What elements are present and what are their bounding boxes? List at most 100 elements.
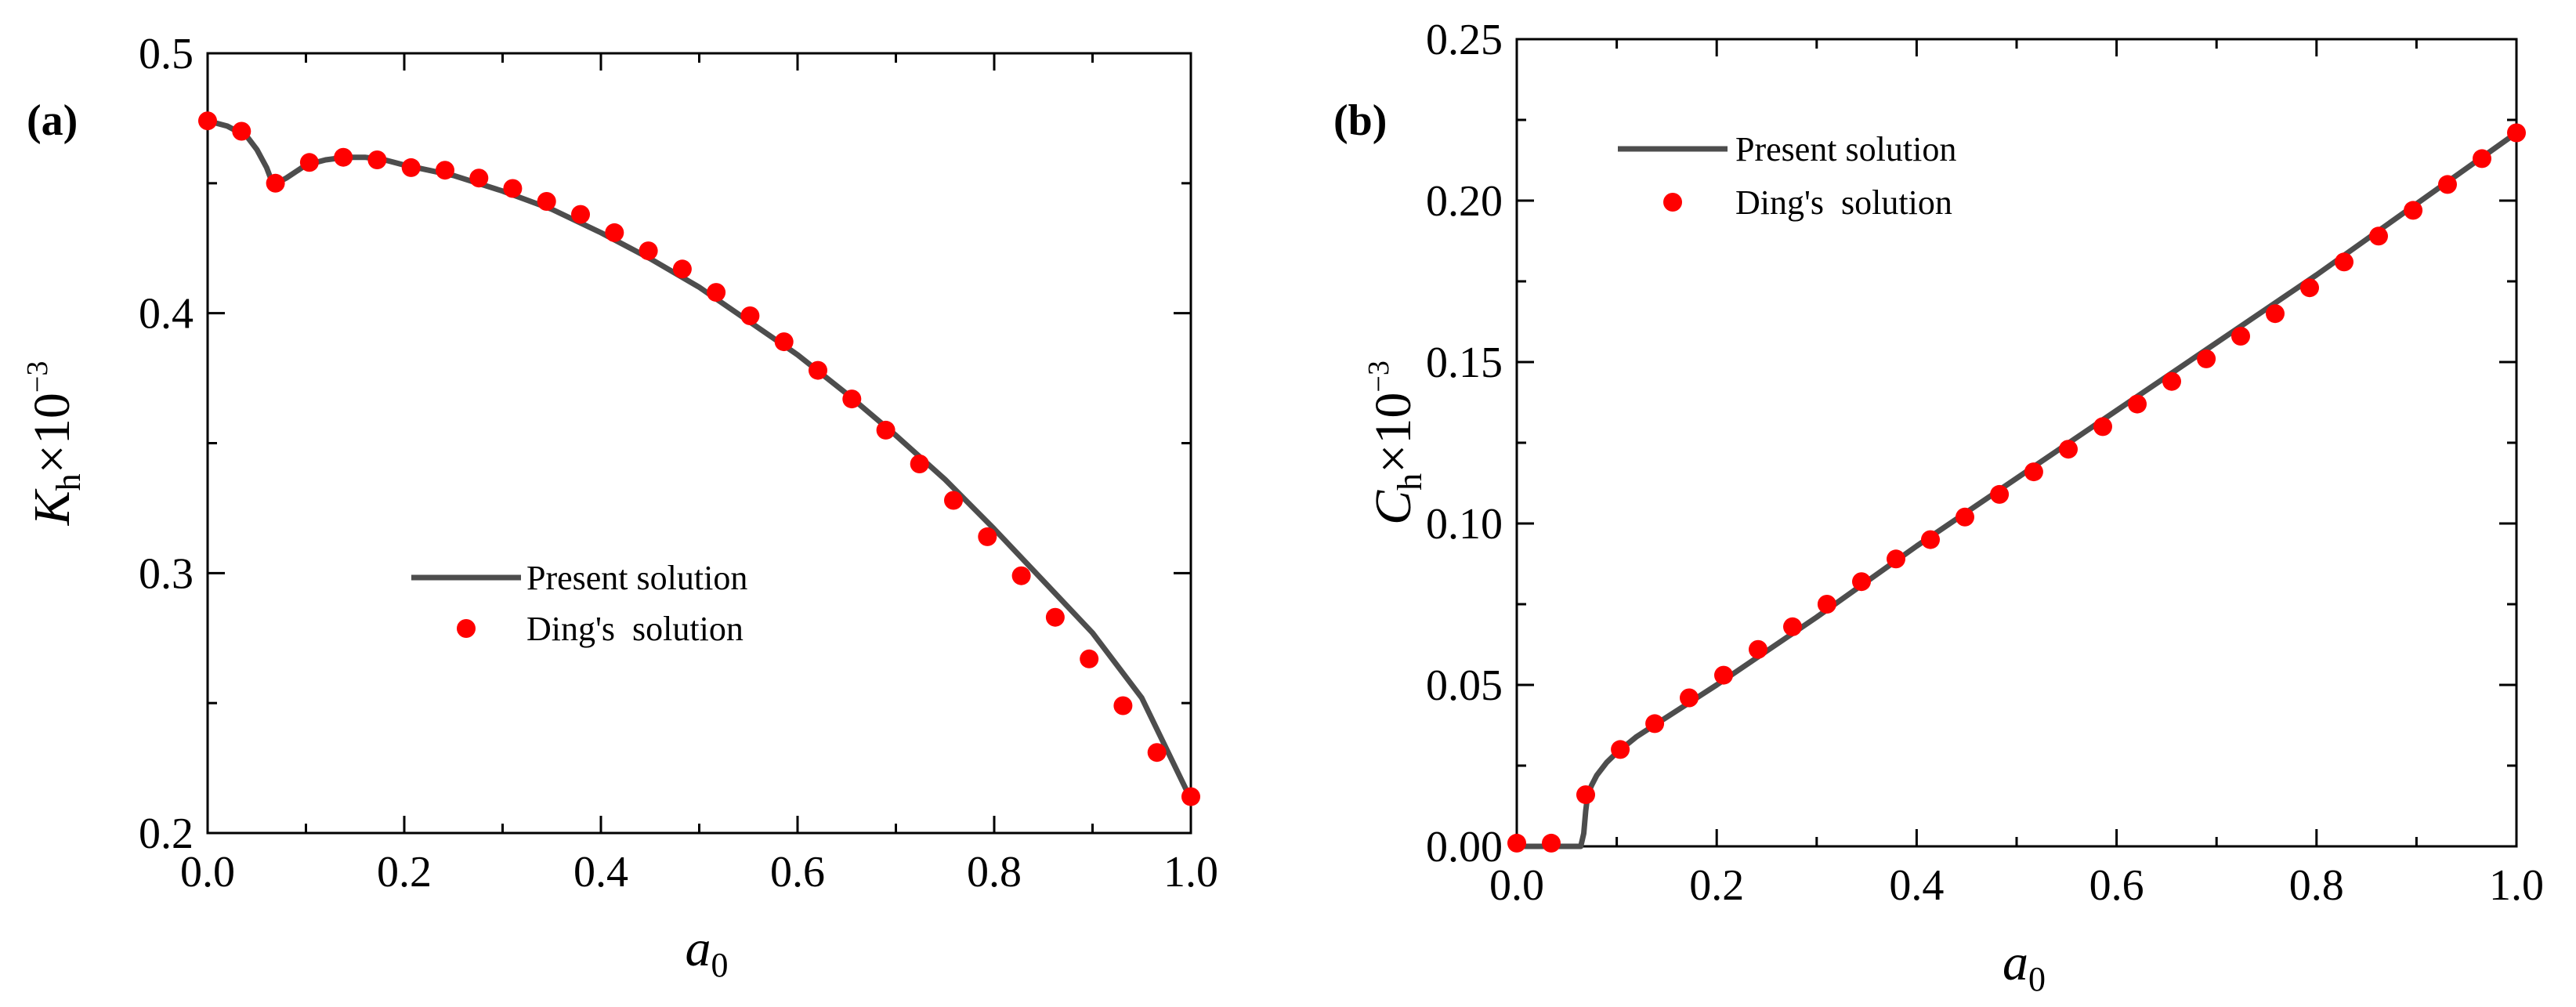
data-point-dings-solution [1990,484,2010,504]
panel-label: (a) [27,96,78,145]
x-tick-label: 0.8 [967,848,1022,897]
y-tick-label: 0.2 [139,810,194,858]
data-point-dings-solution [1956,507,1974,527]
data-point-dings-solution [2024,462,2043,482]
data-point-dings-solution [876,420,895,440]
data-point-dings-solution [639,241,658,261]
data-point-dings-solution [1817,595,1836,614]
data-point-dings-solution [1749,639,1767,659]
x-tick-label: 0.6 [2089,861,2144,910]
data-point-dings-solution [1921,530,1940,549]
data-point-dings-solution [2128,394,2147,414]
panel-b: 0.0 0.2 0.4 0.6 0.8 1.0 0.00 0.05 0.10 0.15 0.20 0.… [1333,16,2544,998]
series-line-present-solution [204,118,1194,802]
data-point-dings-solution [2231,327,2250,346]
x-tick-label: 0.0 [1489,861,1544,910]
x-tick-label: 0.4 [1889,861,1944,910]
data-point-dings-solution [1645,714,1665,734]
legend-label-present-solution: Present solution [1735,130,1956,168]
x-tick-label: 1.0 [1163,848,1218,897]
x-tick-label: 0.4 [573,848,628,897]
y-tick-label: 0.05 [1426,661,1503,710]
y-tick-label: 0.20 [1426,177,1503,226]
data-point-dings-solution [2404,201,2423,220]
data-point-dings-solution [2266,304,2285,324]
data-point-dings-solution [944,491,963,510]
data-point-dings-solution [842,389,862,409]
data-point-dings-solution [707,283,726,302]
data-point-dings-solution [198,111,217,131]
series-line-present-solution [1514,130,2520,849]
data-point-dings-solution [2438,175,2457,194]
y-tick-label: 0.15 [1426,339,1503,387]
data-point-dings-solution [1714,665,1733,685]
data-point-dings-solution [672,259,692,279]
y-tick-label: 0.3 [139,549,194,598]
x-axis-title: a0 [686,920,729,984]
data-point-dings-solution [1680,688,1699,708]
data-point-dings-solution [1611,740,1630,759]
data-point-dings-solution [978,527,997,546]
y-axis-title: Kh×10−3 [21,361,88,527]
data-point-dings-solution [1113,696,1133,715]
legend-label-dings-solution: Ding's solution [1735,183,1952,222]
data-point-dings-solution [1507,833,1526,853]
data-point-dings-solution [571,205,590,224]
y-tick-label: 0.4 [139,290,194,339]
data-point-dings-solution [537,192,556,211]
x-tick-label: 0.0 [180,848,235,897]
data-point-dings-solution [1080,649,1099,668]
data-point-dings-solution [2059,440,2078,459]
data-point-dings-solution [2093,417,2112,436]
data-point-dings-solution [367,150,387,169]
y-axis-title: Ch×10−3 [1362,360,1429,525]
x-axis-title: a0 [2003,934,2046,998]
data-point-dings-solution [740,306,760,325]
data-point-dings-solution [1181,787,1200,806]
data-point-dings-solution [1852,572,1871,592]
data-point-dings-solution [809,360,827,380]
data-point-dings-solution [774,332,794,352]
data-point-dings-solution [605,223,624,242]
data-point-dings-solution [334,147,353,167]
x-tick-label: 0.8 [2289,861,2344,910]
data-point-dings-solution [469,168,489,188]
data-point-dings-solution [2162,371,2181,391]
data-point-dings-solution [2300,278,2319,298]
data-point-dings-solution [1011,566,1031,585]
x-tick-label: 1.0 [2489,861,2544,910]
data-point-dings-solution [436,161,454,180]
data-point-dings-solution [232,121,251,141]
data-point-dings-solution [1783,617,1802,636]
x-tick-label: 0.6 [770,848,825,897]
data-point-dings-solution [2197,349,2216,368]
plot-frame [1515,38,2518,848]
legend-label-present-solution: Present solution [526,559,747,597]
data-point-dings-solution [2473,149,2491,168]
y-tick-label: 0.10 [1426,500,1503,549]
data-point-dings-solution [2369,226,2388,246]
y-tick-label: 0.5 [139,30,194,78]
data-point-dings-solution [2507,123,2526,143]
x-tick-label: 0.2 [377,848,432,897]
data-point-dings-solution [910,455,929,473]
legend-marker-swatch [457,619,476,638]
y-tick-label: 0.25 [1426,16,1503,64]
data-point-dings-solution [266,173,285,193]
data-point-dings-solution [1147,743,1167,762]
data-point-dings-solution [299,153,319,172]
data-point-dings-solution [1542,833,1561,853]
data-point-dings-solution [1576,785,1595,805]
plot-frame [206,52,1192,835]
data-point-dings-solution [401,158,421,177]
data-point-dings-solution [2335,252,2353,272]
panel-label: (b) [1333,96,1387,145]
legend-marker-swatch [1663,193,1682,212]
legend-label-dings-solution: Ding's solution [526,610,743,648]
data-point-dings-solution [503,179,523,198]
data-point-dings-solution [1045,607,1065,627]
data-point-dings-solution [1887,549,1905,569]
y-tick-label: 0.00 [1426,823,1503,871]
